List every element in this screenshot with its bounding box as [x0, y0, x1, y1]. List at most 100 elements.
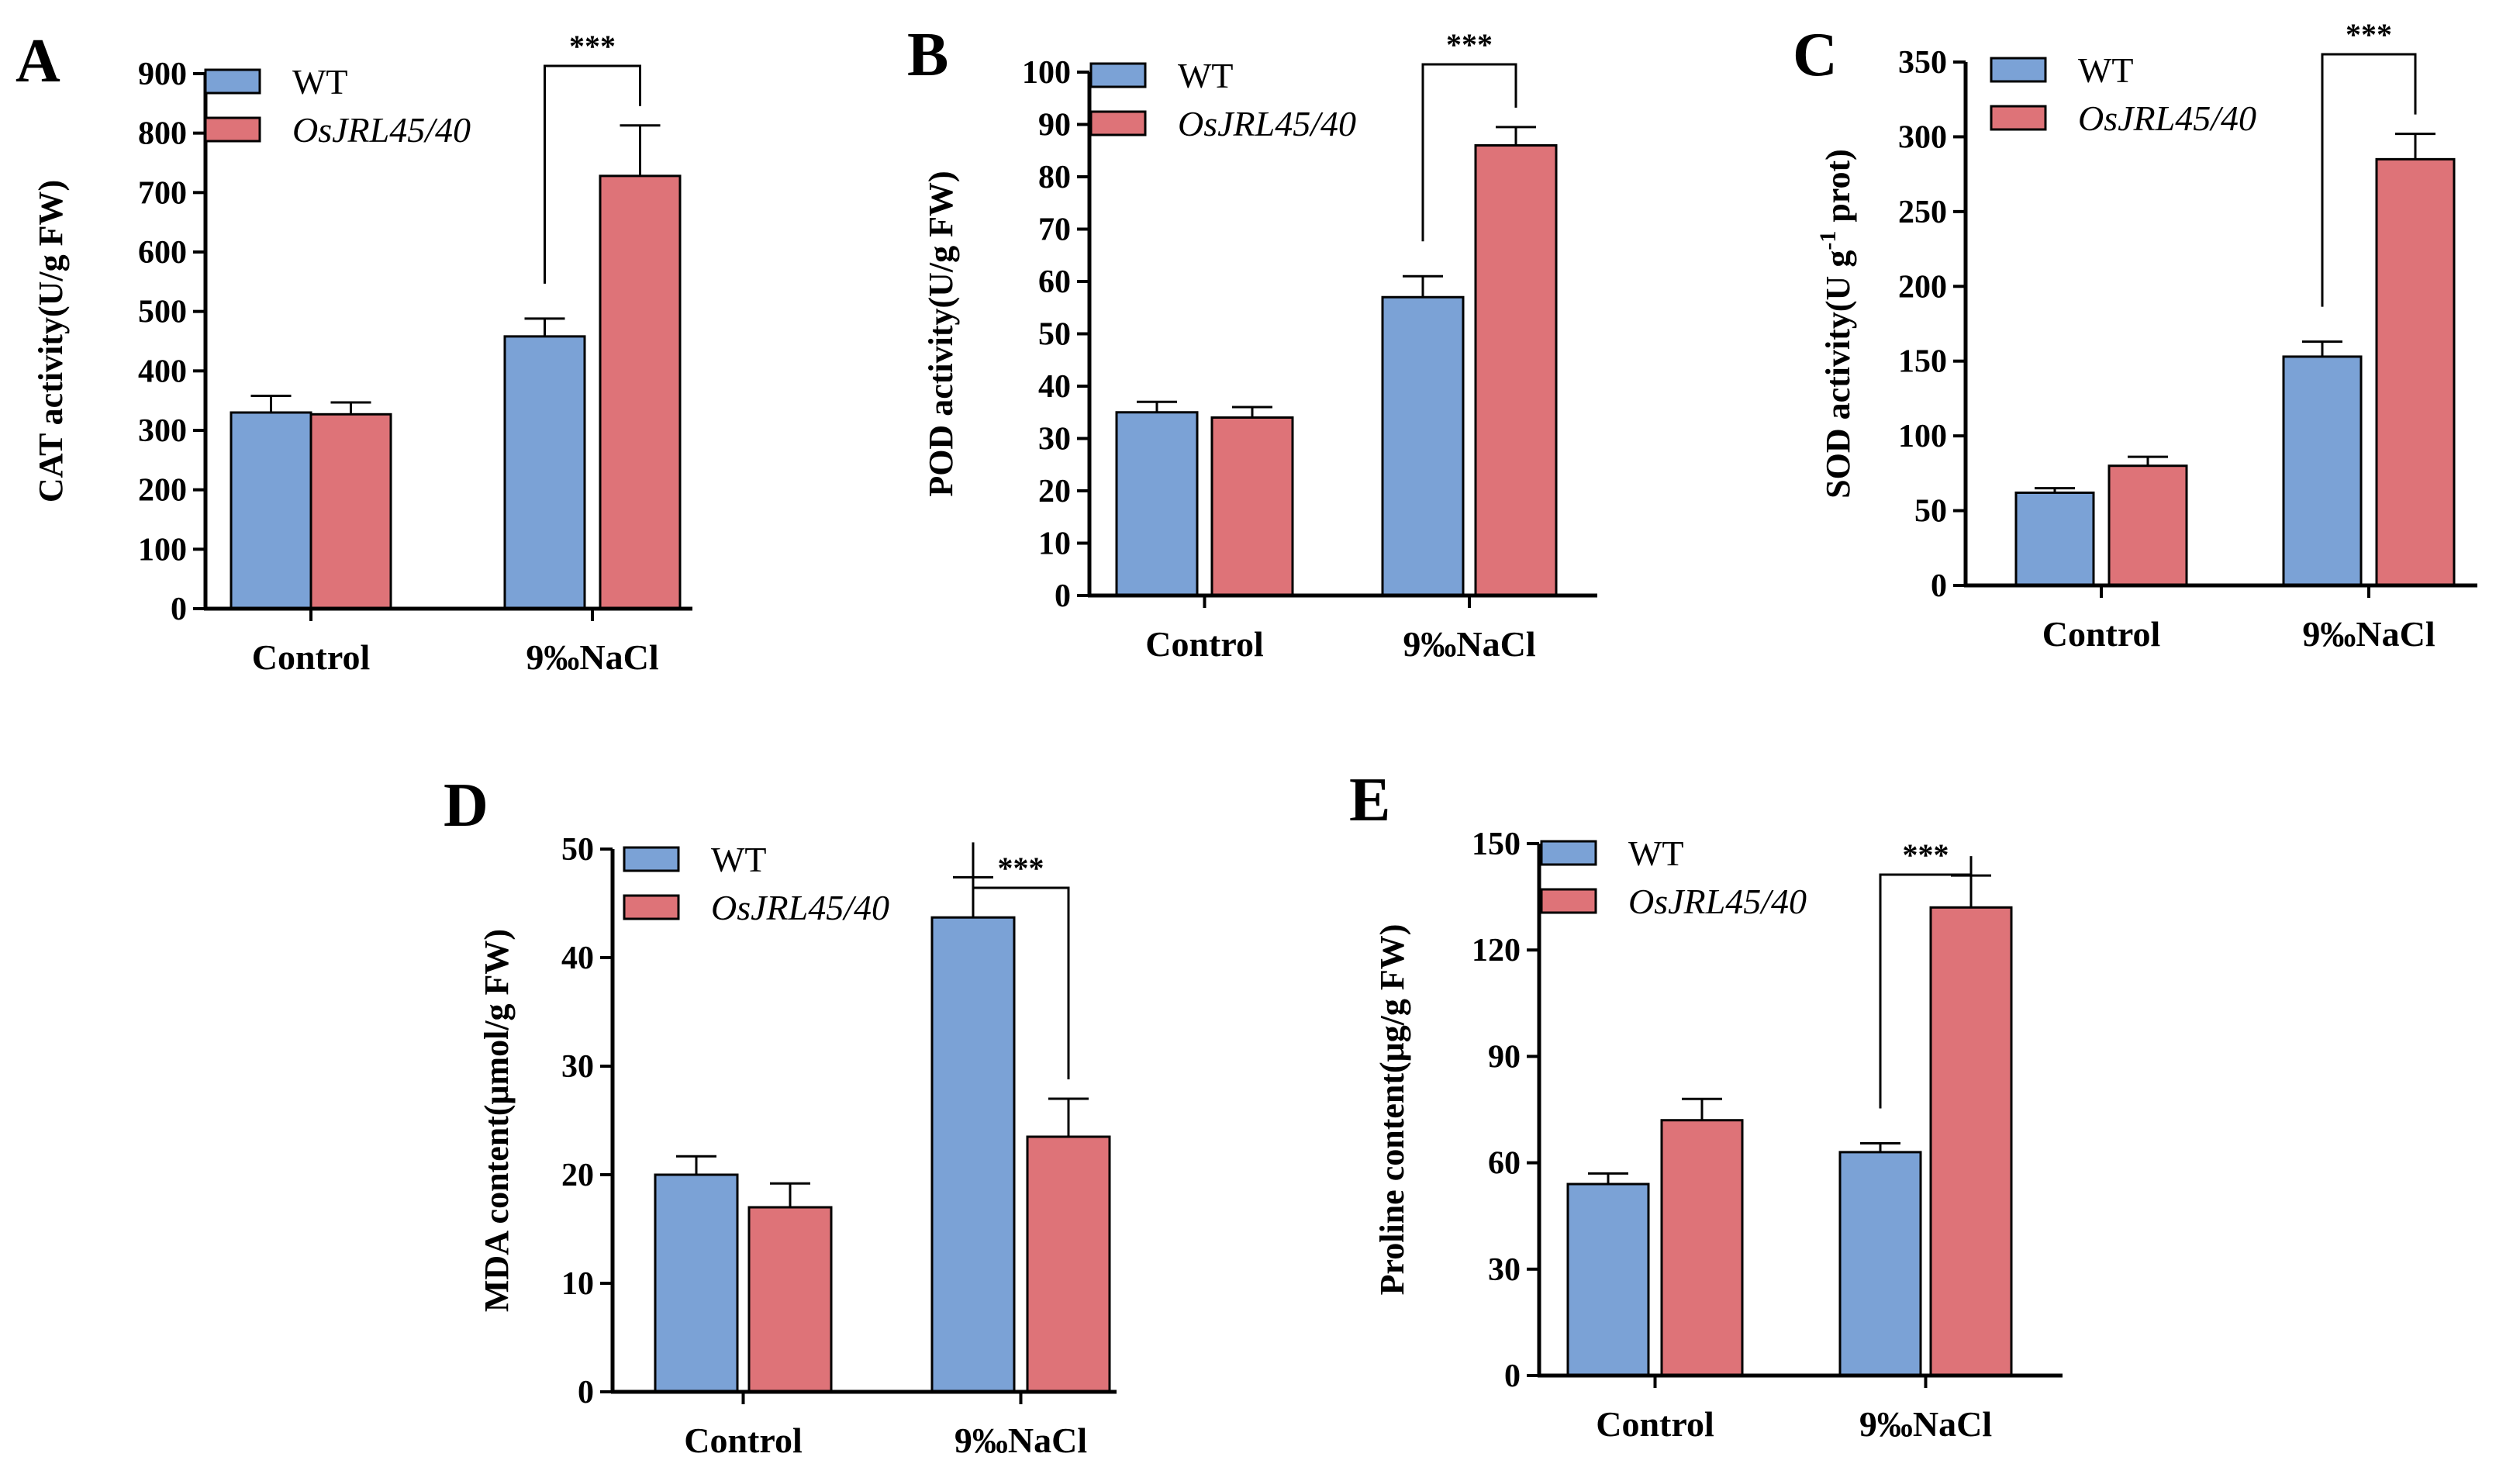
bar-wt-1: [503, 335, 586, 610]
y-tick-label: 50: [561, 832, 594, 868]
y-tick-label: 0: [578, 1375, 594, 1410]
significance-bracket: [1421, 63, 1517, 242]
chart-panel-c: C SOD activity(U g-1 prot) 0 50 100 150 200 250…: [1793, 17, 2477, 654]
significance-label: ***: [1446, 27, 1493, 62]
significance-label: ***: [569, 29, 616, 64]
y-tick-label: 100: [138, 532, 187, 568]
legend-label-mutant: OsJRL45/40: [1628, 882, 1807, 921]
bar-wt-0: [654, 1173, 739, 1393]
y-tick-label: 250: [1898, 195, 1947, 230]
y-tick-label: 90: [1038, 108, 1071, 143]
panel-letter: C: [1793, 21, 1838, 89]
bar-mutant-1: [599, 174, 682, 610]
x-tick-label: Control: [252, 637, 371, 677]
y-tick-label: 40: [1038, 369, 1071, 405]
legend-swatch-mutant: [1540, 888, 1597, 914]
legend-label-mutant: OsJRL45/40: [292, 110, 471, 150]
y-tick-label: 150: [1472, 827, 1521, 862]
bar-mutant-1: [1929, 906, 2013, 1377]
legend-swatch-wt: [1089, 62, 1147, 88]
y-tick-label: 90: [1488, 1039, 1521, 1075]
y-tick-label: 20: [1038, 474, 1071, 509]
legend-swatch-mutant: [204, 116, 261, 143]
y-tick-label: 40: [561, 941, 594, 976]
y-tick-label: 500: [138, 295, 187, 330]
y-tick-label: 900: [138, 57, 187, 92]
significance-label: ***: [2346, 17, 2392, 52]
y-tick-label: 300: [138, 413, 187, 449]
x-tick-label: Control: [2042, 614, 2161, 654]
x-tick-label: Control: [1596, 1404, 1714, 1444]
chart-panel-e: E Proline content(μg/g FW) 0 30 60 90 120 150 Co…: [1349, 766, 2063, 1444]
y-tick-label: 350: [1898, 45, 1947, 81]
bar-mutant-0: [1660, 1119, 1744, 1377]
y-axis-label: SOD activity(U g-1 prot): [1815, 149, 1857, 499]
x-tick-label: 9‰NaCl: [1859, 1404, 1992, 1444]
chart-panel-a: A CAT activity(U/g FW) 0 100 200 300 400 500 600…: [16, 27, 692, 677]
significance-bracket: [544, 64, 641, 284]
y-tick-label: 200: [138, 473, 187, 509]
y-tick-label: 400: [138, 354, 187, 389]
legend-swatch-wt: [204, 68, 261, 95]
x-tick-label: Control: [1145, 624, 1264, 664]
bar-mutant-1: [2375, 157, 2456, 587]
y-tick-label: 50: [1914, 494, 1947, 530]
chart-panel-b: B POD activity(U/g FW) 0 10 20 30 40 50 60 70 80 90…: [907, 21, 1597, 664]
y-tick-label: 60: [1038, 264, 1071, 300]
panel-letter: D: [444, 772, 488, 840]
significance-label: ***: [1903, 837, 1949, 872]
y-tick-label: 30: [561, 1049, 594, 1085]
x-tick-label: 9‰NaCl: [954, 1421, 1087, 1460]
legend-swatch-mutant: [1089, 110, 1147, 136]
y-tick-label: 120: [1472, 933, 1521, 968]
y-tick-label: 300: [1898, 119, 1947, 155]
y-tick-label: 10: [1038, 526, 1071, 562]
y-tick-label: 20: [561, 1158, 594, 1193]
bar-wt-1: [930, 916, 1016, 1393]
significance-bracket: [2321, 53, 2417, 307]
bar-wt-1: [1381, 295, 1465, 597]
y-tick-label: 60: [1488, 1146, 1521, 1182]
y-tick-label: 0: [171, 592, 187, 627]
legend-label-mutant: OsJRL45/40: [1178, 104, 1356, 143]
y-axis-label: CAT activity(U/g FW): [32, 180, 70, 502]
legend-label-wt: WT: [711, 840, 767, 879]
panel-letter: A: [16, 27, 60, 95]
y-axis-label: MDA content(μmol/g FW): [478, 929, 516, 1312]
bar-wt-0: [2014, 491, 2095, 587]
y-tick-label: 600: [138, 235, 187, 271]
significance-bracket: [1879, 856, 1973, 1109]
bar-mutant-0: [1210, 416, 1294, 597]
legend-swatch-wt: [1540, 840, 1597, 866]
y-axis-label: POD activity(U/g FW): [922, 171, 960, 496]
x-tick-label: 9‰NaCl: [526, 637, 658, 677]
bar-mutant-0: [2107, 464, 2188, 587]
x-tick-label: 9‰NaCl: [2302, 614, 2435, 654]
y-tick-label: 0: [1931, 568, 1947, 604]
y-tick-label: 150: [1898, 344, 1947, 380]
panel-letter: E: [1349, 766, 1390, 834]
legend-label-wt: WT: [292, 62, 348, 102]
y-tick-label: 10: [561, 1266, 594, 1302]
y-axis-label: Proline content(μg/g FW): [1373, 924, 1411, 1296]
legend-swatch-wt: [623, 846, 680, 872]
legend-label-wt: WT: [1628, 834, 1684, 873]
y-tick-label: 800: [138, 116, 187, 152]
bar-wt-0: [1566, 1182, 1650, 1377]
y-tick-label: 70: [1038, 212, 1071, 248]
bar-wt-1: [2282, 355, 2363, 587]
panel-letter: B: [907, 21, 948, 89]
y-tick-label: 700: [138, 175, 187, 211]
y-tick-label: 30: [1038, 422, 1071, 457]
legend-swatch-mutant: [623, 894, 680, 920]
legend-label-mutant: OsJRL45/40: [711, 888, 889, 927]
significance-bracket: [972, 842, 1070, 1079]
bar-mutant-1: [1026, 1135, 1111, 1393]
y-tick-label: 100: [1898, 419, 1947, 454]
y-tick-label: 0: [1504, 1358, 1521, 1394]
x-tick-label: Control: [684, 1421, 803, 1460]
legend-label-wt: WT: [2078, 50, 2134, 90]
y-tick-label: 30: [1488, 1252, 1521, 1288]
legend-swatch-wt: [1990, 57, 2047, 83]
